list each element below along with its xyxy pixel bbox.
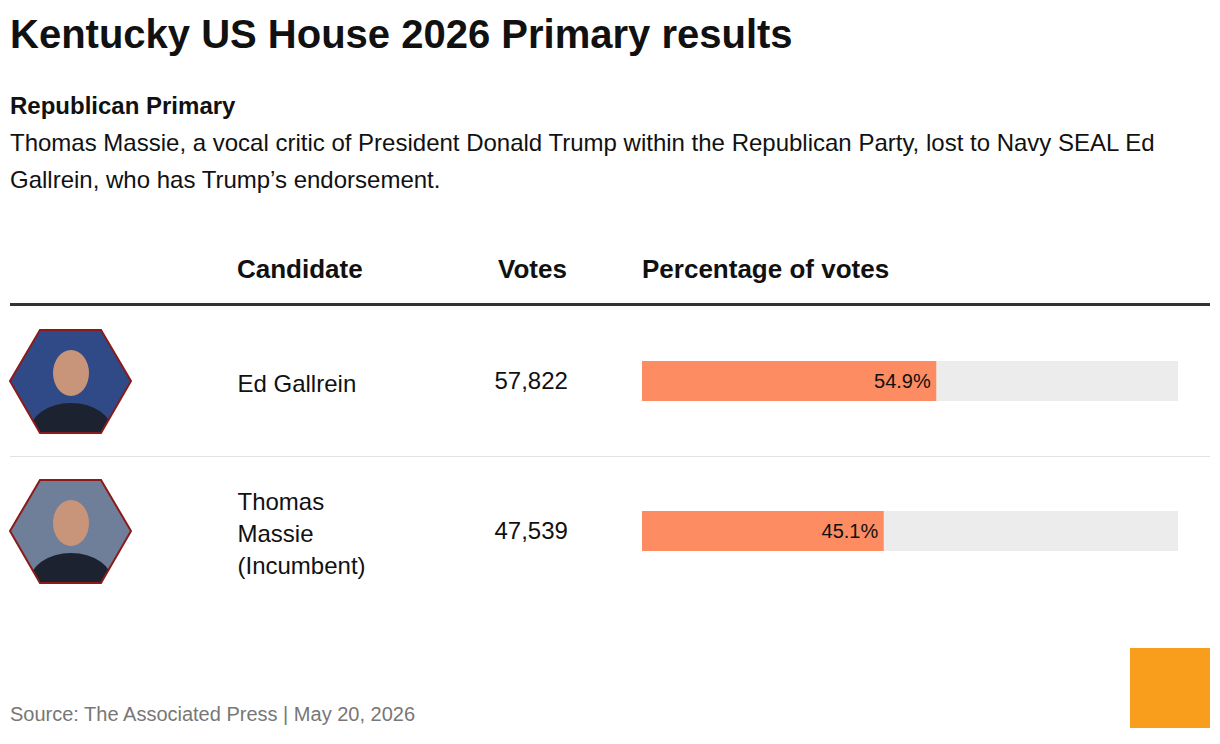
html-text:Votes: Votes xyxy=(498,254,567,284)
html-text:Source: The Associated Press |: Source: The Associated Press | May 20, 2… xyxy=(10,703,416,725)
html-text:Thomas Massie, a vocal critic: Thomas Massie, a vocal critic of Preside… xyxy=(10,129,1155,193)
html-text:Candidate: Candidate xyxy=(237,254,363,284)
html-text:Percentage of votes: Percentage of votes xyxy=(642,254,890,284)
svg-text:Ed Gallrein: Ed Gallrein xyxy=(238,370,357,397)
html-text:Republican Primary: Republican Primary xyxy=(10,92,236,119)
svg-text:54.9%: 54.9% xyxy=(874,370,931,392)
svg-text:47,539: 47,539 xyxy=(495,517,568,544)
svg-text:45.1%: 45.1% xyxy=(822,520,879,542)
svg-text:57,822: 57,822 xyxy=(495,367,568,394)
svg-text:ThomasMassie(Incumbent): ThomasMassie(Incumbent) xyxy=(238,488,366,579)
html-text:Kentucky US House 2026 Primary: Kentucky US House 2026 Primary results xyxy=(10,12,793,56)
